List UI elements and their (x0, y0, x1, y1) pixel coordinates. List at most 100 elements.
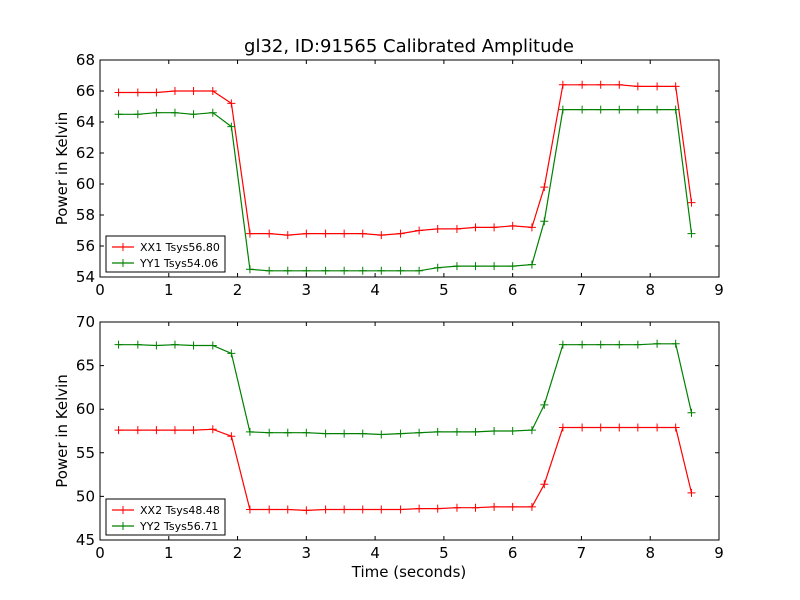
y-tick-label: 55 (76, 444, 95, 462)
data-point (452, 224, 461, 233)
data-point (490, 262, 499, 271)
data-point (471, 262, 480, 271)
legend-marker (119, 506, 127, 514)
x-tick-label: 9 (714, 544, 724, 562)
data-point (227, 99, 236, 108)
data-point (452, 427, 461, 436)
x-tick-label: 7 (577, 544, 587, 562)
data-point (396, 266, 405, 275)
data-point (152, 426, 161, 435)
series-line-1 (118, 426, 693, 512)
data-point (133, 340, 142, 349)
data-point (302, 506, 311, 515)
x-tick-label: 4 (370, 544, 380, 562)
x-tick-label: 5 (439, 281, 449, 299)
data-point (633, 82, 642, 91)
data-point (114, 340, 123, 349)
y-tick-label: 60 (76, 175, 95, 193)
data-point (133, 110, 142, 119)
data-point (170, 340, 179, 349)
data-point (578, 340, 587, 349)
data-point (152, 341, 161, 350)
y-tick-label: 70 (76, 313, 95, 331)
y-axis-label: Power in Kelvin (53, 112, 71, 226)
data-point (208, 341, 217, 350)
data-point (490, 427, 499, 435)
y-tick-label: 65 (76, 357, 95, 375)
data-point (687, 229, 696, 238)
data-point (433, 224, 442, 233)
x-tick-label: 0 (95, 281, 105, 299)
data-point (527, 223, 536, 232)
data-point (471, 427, 480, 436)
data-point (189, 110, 198, 119)
data-point (340, 266, 349, 275)
data-point (245, 427, 254, 436)
data-point (396, 229, 405, 238)
y-tick-label: 58 (76, 206, 95, 224)
data-point (558, 80, 567, 89)
data-point (508, 427, 517, 435)
data-point (358, 505, 367, 514)
data-point (283, 266, 292, 275)
data-point (227, 432, 236, 441)
x-tick-label: 1 (164, 544, 174, 562)
legend-entry: YY1 Tsys54.06 (139, 257, 218, 270)
data-point (596, 105, 605, 114)
data-point (687, 408, 696, 417)
data-point (208, 108, 217, 117)
data-point (540, 217, 549, 226)
data-point (114, 110, 123, 119)
data-point (596, 80, 605, 89)
data-point (415, 226, 424, 235)
data-point (265, 266, 274, 275)
data-point (687, 488, 696, 497)
plot-area (99, 59, 720, 278)
data-point (358, 266, 367, 275)
data-point (490, 223, 499, 232)
data-point (245, 505, 254, 514)
data-point (189, 87, 198, 95)
data-point (265, 428, 274, 437)
y-axis-label: Power in Kelvin (53, 374, 71, 488)
data-point (170, 426, 179, 435)
legend-box (105, 235, 226, 273)
data-point (283, 428, 292, 437)
data-point (208, 425, 217, 434)
data-point (358, 429, 367, 438)
data-point (208, 87, 217, 95)
data-point (615, 423, 624, 432)
data-point (653, 82, 662, 91)
data-point (170, 108, 179, 117)
data-point (508, 502, 517, 511)
data-point (283, 505, 292, 514)
data-point (558, 340, 567, 349)
data-point (633, 423, 642, 432)
data-point (558, 105, 567, 114)
data-point (471, 223, 480, 232)
x-tick-label: 1 (164, 281, 174, 299)
legend: XX1 Tsys56.80 YY1 Tsys54.06 (105, 235, 226, 273)
plot-area (99, 321, 720, 541)
x-tick-label: 5 (439, 544, 449, 562)
legend-box (105, 498, 226, 536)
x-axis-label: Time (seconds) (351, 563, 467, 581)
data-point (396, 429, 405, 438)
y-tick-label: 45 (76, 531, 95, 549)
legend-entry: XX2 Tsys48.48 (140, 504, 220, 517)
data-point (152, 88, 161, 97)
y-tick-label: 62 (76, 144, 95, 162)
data-point (265, 505, 274, 514)
data-point (433, 427, 442, 436)
data-point (415, 504, 424, 513)
data-point (558, 423, 567, 432)
data-point (540, 183, 549, 192)
data-point (302, 229, 311, 238)
data-point (377, 231, 386, 240)
data-point (415, 428, 424, 437)
data-point (340, 505, 349, 514)
data-point (283, 231, 292, 240)
data-point (540, 400, 549, 409)
data-point (321, 505, 330, 514)
x-tick-label: 2 (233, 281, 243, 299)
